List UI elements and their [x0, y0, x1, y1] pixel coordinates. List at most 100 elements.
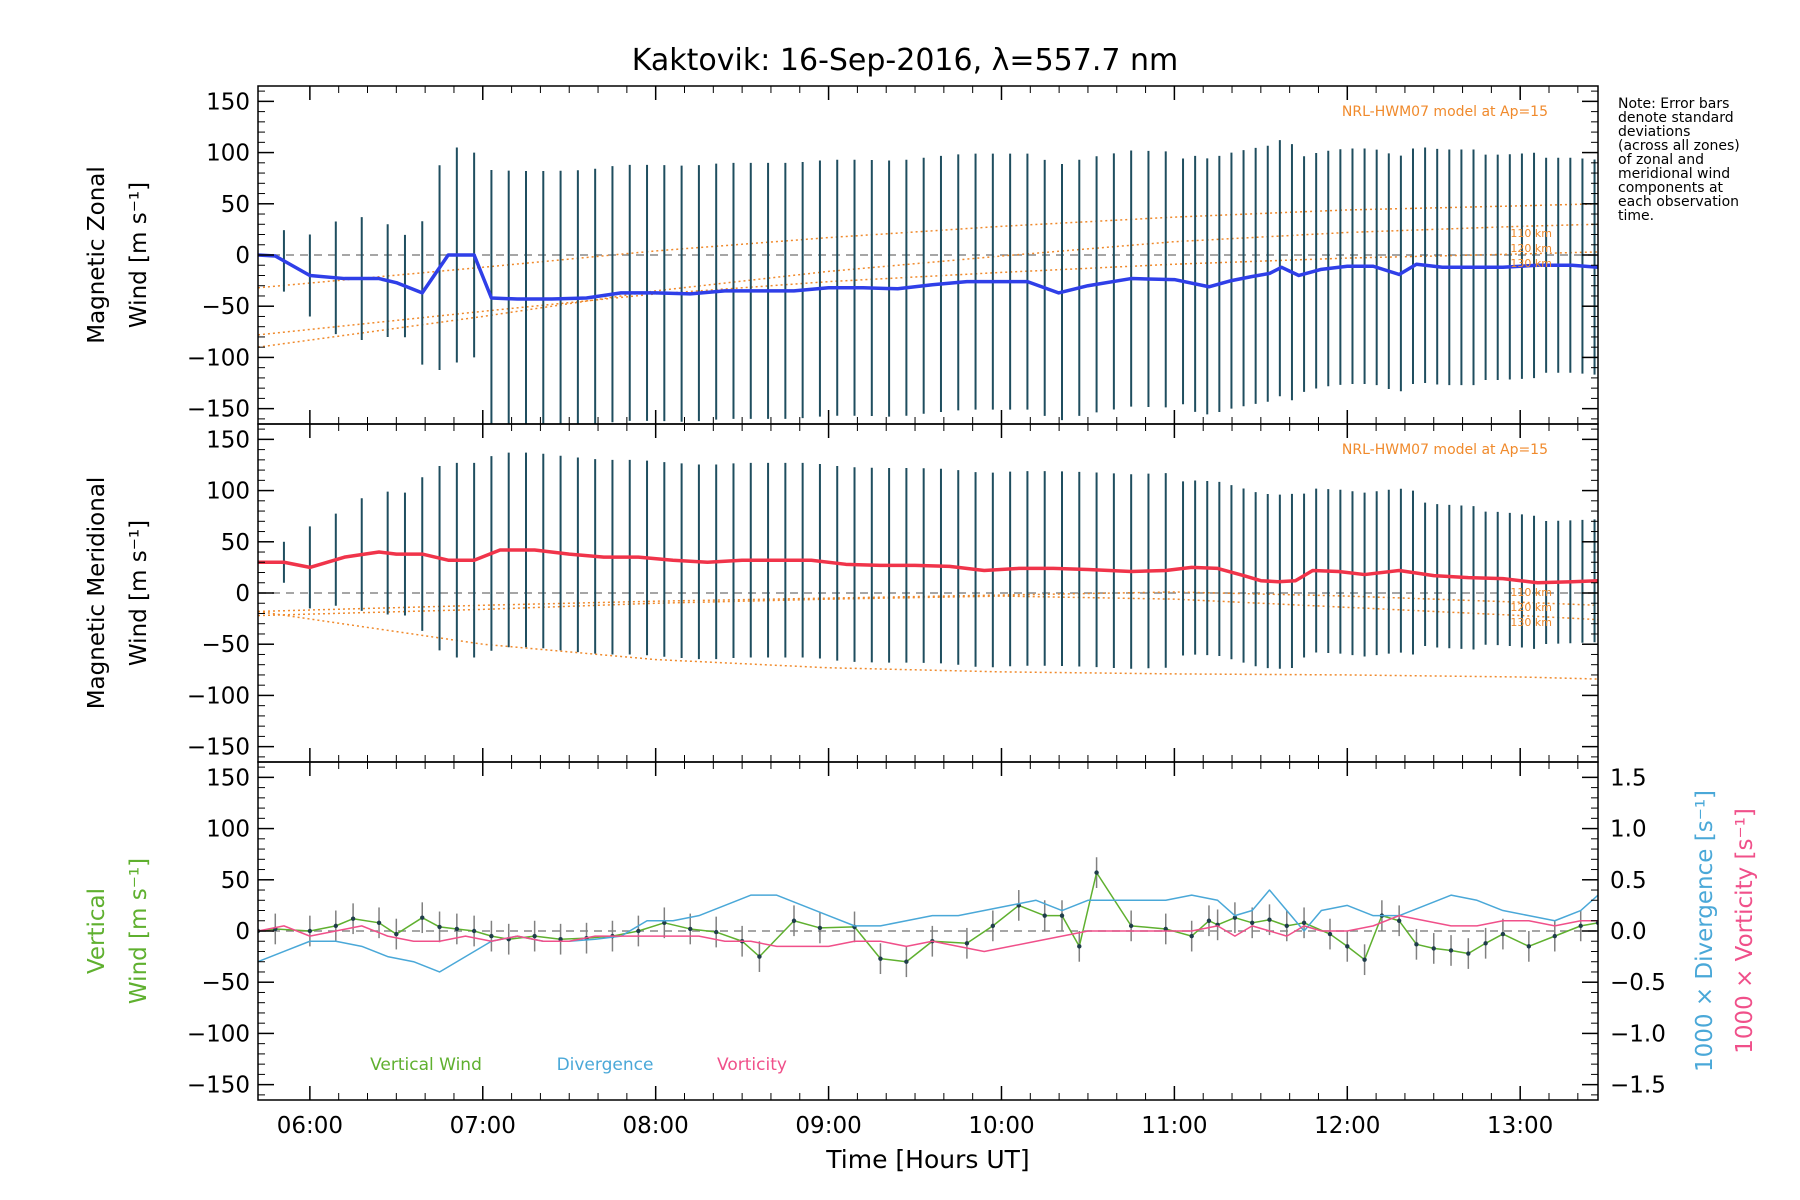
- y-tick-label: 50: [221, 868, 250, 894]
- note-line-4: (across all zones): [1618, 138, 1740, 154]
- data-point: [1552, 933, 1557, 939]
- data-point: [394, 931, 399, 937]
- model-label-120-km: 120 km: [1510, 242, 1552, 255]
- data-point: [454, 926, 460, 932]
- y-tick-label: −100: [187, 345, 250, 371]
- plot-area: 110 km 120 km 130 km NRL-HWM07 model at Ap=…: [84, 85, 1758, 1174]
- y-tick-label: 100: [206, 141, 250, 167]
- y-tick-label: −100: [187, 683, 250, 709]
- note-line-6: meridional wind: [1618, 166, 1730, 182]
- series-line-vorticity: [258, 914, 1598, 953]
- x-tick-label: 11:00: [1141, 1113, 1207, 1139]
- data-point: [1526, 944, 1532, 949]
- data-point: [471, 928, 477, 934]
- y-axis-label-line1: Magnetic Meridional: [84, 477, 110, 710]
- y2-tick-label: −1.5: [1610, 1073, 1666, 1099]
- model-title: NRL-HWM07 model at Ap=15: [1342, 104, 1548, 120]
- data-point: [333, 923, 339, 929]
- model-curve-110-km: [258, 591, 1598, 613]
- legend-vorticity: Vorticity: [717, 1055, 787, 1075]
- model-title: NRL-HWM07 model at Ap=15: [1342, 442, 1548, 458]
- data-point: [420, 915, 425, 920]
- data-point: [1414, 942, 1419, 947]
- x-tick-label: 09:00: [795, 1113, 861, 1139]
- data-point: [1483, 941, 1488, 946]
- data-point: [1094, 870, 1099, 875]
- series-line-magnetic-zonal-wind: [258, 253, 1598, 301]
- note-line-8: each observation: [1618, 194, 1739, 210]
- y-axis-label-line2: Wind [m s⁻¹]: [126, 858, 152, 1004]
- y-tick-label: −150: [187, 1073, 250, 1099]
- y-axis-label-line1: Vertical: [84, 888, 110, 974]
- data-point: [1345, 944, 1350, 949]
- y-tick-label: −150: [187, 397, 250, 423]
- model-label-130-km: 130 km: [1510, 257, 1552, 270]
- panel-content: [258, 140, 1598, 424]
- data-point: [713, 929, 719, 935]
- x-tick-label: 12:00: [1314, 1113, 1380, 1139]
- data-point: [437, 924, 442, 930]
- data-point: [964, 941, 970, 946]
- y-tick-label: −150: [187, 735, 250, 761]
- y-tick-label: 150: [206, 765, 250, 791]
- data-point: [1301, 920, 1307, 926]
- x-tick-label: 07:00: [450, 1113, 516, 1139]
- y-axis-label-line2: Wind [m s⁻¹]: [126, 182, 152, 328]
- y-tick-label: 0: [235, 581, 250, 607]
- data-point: [990, 923, 996, 929]
- data-point: [878, 956, 883, 961]
- note-line-5: of zonal and: [1618, 152, 1704, 168]
- y-tick-label: −50: [201, 970, 250, 996]
- x-axis-label: Time [Hours UT]: [825, 1145, 1029, 1174]
- note-line-9: time.: [1618, 208, 1654, 224]
- y2-tick-label: 0.0: [1610, 919, 1647, 945]
- data-point: [904, 959, 909, 964]
- panel-content: [258, 857, 1598, 978]
- data-point: [376, 920, 382, 926]
- y-axis-label-line2: Wind [m s⁻¹]: [126, 520, 152, 666]
- data-point: [1284, 923, 1289, 929]
- model-curve-130-km: [258, 203, 1598, 289]
- data-point: [1448, 948, 1454, 953]
- data-point: [757, 954, 762, 959]
- note-line-1: Note: Error bars: [1618, 96, 1729, 112]
- data-point: [1578, 923, 1583, 929]
- data-point: [1077, 944, 1082, 949]
- data-point: [791, 918, 797, 923]
- data-point: [1059, 913, 1065, 918]
- data-point: [307, 928, 313, 934]
- note-line-7: components at: [1618, 180, 1724, 196]
- data-point: [489, 933, 494, 939]
- model-curve-120-km: [258, 595, 1598, 621]
- note-text: Note: Error bars denote standard deviati…: [1618, 96, 1744, 224]
- model-curve-110-km: [258, 251, 1598, 336]
- x-tick-label: 08:00: [623, 1113, 689, 1139]
- legend-vertical-wind: Vertical Wind: [370, 1055, 482, 1075]
- x-tick-label: 13:00: [1487, 1113, 1553, 1139]
- note-line-2: denote standard: [1618, 110, 1734, 126]
- legend-divergence: Divergence: [557, 1055, 654, 1075]
- data-point: [1206, 918, 1212, 923]
- y2-axis-label-divergence: 1000 × Divergence [s⁻¹]: [1692, 790, 1718, 1072]
- model-label-120-km: 120 km: [1510, 601, 1552, 614]
- chart-title: Kaktovik: 16-Sep-2016, λ=557.7 nm: [632, 43, 1178, 78]
- data-point: [636, 928, 641, 934]
- y-tick-label: 0: [235, 243, 250, 269]
- data-point: [1128, 923, 1134, 929]
- panel-meridional: 110 km 120 km 130 km NRL-HWM07 model at Ap=…: [84, 423, 1599, 763]
- note-line-3: deviations: [1618, 124, 1690, 140]
- data-point: [532, 933, 537, 939]
- y2-tick-label: 1.5: [1610, 765, 1647, 791]
- data-point: [1466, 951, 1471, 956]
- model-curve-130-km: [258, 610, 1598, 680]
- x-tick-label: 06:00: [277, 1113, 343, 1139]
- y2-axis-label-vorticity: 1000 × Vorticity [s⁻¹]: [1732, 808, 1758, 1054]
- y-tick-label: 150: [206, 89, 250, 115]
- data-point: [1396, 918, 1402, 923]
- model-label-110-km: 110 km: [1510, 227, 1552, 240]
- data-point: [350, 916, 356, 921]
- data-point: [662, 920, 667, 926]
- data-point: [1431, 946, 1436, 951]
- y2-tick-label: −1.0: [1610, 1021, 1666, 1047]
